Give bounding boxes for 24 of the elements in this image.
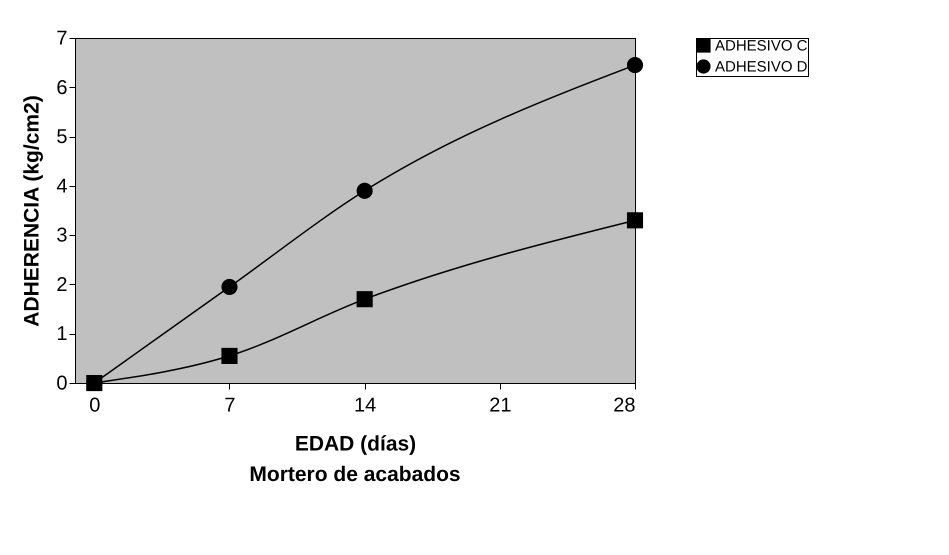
text: Mortero de acabados <box>249 463 461 486</box>
x-tick-label: 28 <box>613 394 636 416</box>
x-tick-label: 14 <box>354 394 376 416</box>
x-tick-label: 7 <box>224 394 236 416</box>
y-tick-label: 7 <box>56 28 68 50</box>
point <box>626 57 644 74</box>
y-tick-label: 4 <box>56 175 68 198</box>
point <box>221 278 238 295</box>
x-tick-label: 21 <box>489 394 512 416</box>
legend-label: ADHESIVO C <box>715 38 808 54</box>
x-tick-label: 0 <box>89 394 100 416</box>
y-tick-label: 6 <box>56 76 68 99</box>
x-axis-title: EDAD (días) <box>294 432 416 456</box>
y-tick-label: 5 <box>56 126 68 148</box>
legend-label: ADHESIVO D <box>715 58 808 76</box>
y-tick-label: 1 <box>56 323 68 346</box>
point <box>626 212 644 228</box>
y-tick-label: 3 <box>56 224 68 247</box>
point <box>356 182 373 199</box>
point <box>221 348 238 364</box>
point <box>356 291 373 308</box>
y-tick-label: 0 <box>56 372 68 394</box>
y-tick-label: 2 <box>56 274 68 296</box>
y-axis-title: ADHERENCIA (kg/cm2) <box>20 95 44 327</box>
